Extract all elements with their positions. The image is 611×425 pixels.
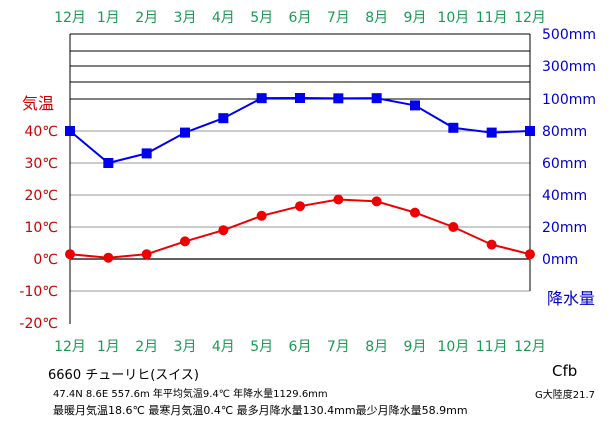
precipitation-point	[256, 93, 267, 104]
temperature-point	[141, 249, 152, 260]
continentality-index: G大陸度21.7	[535, 390, 596, 401]
precipitation-tick-label: 80mm	[542, 124, 587, 140]
temperature-axis-labels: 40℃ 30℃ 20℃ 10℃ 0℃ -10℃ -20℃	[19, 124, 58, 332]
month-label: 1月	[97, 339, 120, 355]
temperature-point	[103, 252, 114, 263]
temperature-tick-label: -20℃	[19, 316, 58, 332]
bottom-month-labels: 12月 1月 2月 3月 4月 5月 6月 7月 8月 9月 10月 11月 12月	[54, 339, 546, 355]
temperature-tick-label: 10℃	[24, 220, 58, 236]
temperature-tick-label: -10℃	[19, 284, 58, 300]
temperature-point	[65, 249, 75, 260]
month-label: 6月	[289, 339, 312, 355]
precipitation-tick-label: 500mm	[542, 27, 596, 43]
month-label: 3月	[174, 339, 197, 355]
month-label: 1月	[97, 10, 120, 26]
precipitation-tick-label: 100mm	[542, 92, 596, 108]
precipitation-point	[103, 158, 114, 168]
station-coordinates: 47.4N 8.6E 557.6m 年平均気温9.4℃ 年降水量1129.6mm	[53, 389, 328, 400]
temperature-point	[410, 207, 420, 218]
month-label: 5月	[250, 10, 273, 26]
data-series	[65, 93, 535, 263]
temperature-point	[486, 239, 497, 250]
precipitation-point	[486, 127, 497, 138]
month-label: 11月	[476, 339, 508, 355]
precipitation-point	[180, 127, 190, 138]
precipitation-point	[410, 100, 420, 111]
precipitation-axis-labels: 500mm 300mm 100mm 80mm 60mm 40mm 20mm 0mm	[542, 27, 596, 268]
temperature-point	[333, 194, 344, 205]
month-label: 12月	[514, 10, 546, 26]
temperature-point	[218, 225, 229, 236]
top-month-labels: 12月 1月 2月 3月 4月 5月 6月 7月 8月 9月 10月 11月 12月	[54, 10, 546, 26]
month-label: 2月	[135, 339, 158, 355]
month-label: 12月	[54, 10, 86, 26]
precipitation-point	[141, 148, 152, 159]
month-label: 8月	[365, 339, 388, 355]
precipitation-tick-label: 0mm	[542, 252, 578, 268]
month-label: 12月	[54, 339, 86, 355]
station-name: 6660 チューリヒ(スイス)	[48, 368, 199, 383]
chart-grid	[69, 33, 531, 324]
temperature-tick-label: 40℃	[24, 124, 58, 140]
month-label: 11月	[476, 10, 508, 26]
precipitation-point	[295, 93, 305, 104]
month-label: 6月	[289, 10, 312, 26]
temperature-point	[371, 196, 382, 207]
month-label: 8月	[365, 10, 388, 26]
temperature-tick-label: 20℃	[24, 188, 58, 204]
precipitation-point	[371, 93, 382, 104]
month-label: 5月	[250, 339, 273, 355]
temperature-point	[525, 249, 535, 260]
precipitation-tick-label: 60mm	[542, 156, 587, 172]
temperature-tick-label: 0℃	[33, 252, 58, 268]
month-label: 10月	[437, 10, 469, 26]
precipitation-point	[448, 122, 459, 133]
temperature-point	[180, 236, 190, 247]
precipitation-tick-label: 300mm	[542, 59, 596, 75]
precipitation-point	[333, 93, 344, 104]
temperature-tick-label: 30℃	[24, 156, 58, 172]
precipitation-point	[525, 126, 535, 136]
koppen-class: Cfb	[552, 362, 578, 380]
precipitation-point	[65, 126, 75, 136]
precipitation-point	[218, 113, 229, 124]
month-label: 4月	[212, 339, 235, 355]
month-label: 7月	[327, 339, 350, 355]
temperature-point	[448, 222, 459, 232]
station-extremes: 最暖月気温18.6℃ 最寒月気温0.4℃ 最多月降水量130.4mm最少月降水量…	[53, 404, 468, 417]
temperature-point	[256, 210, 267, 221]
precipitation-tick-label: 40mm	[542, 188, 587, 204]
month-label: 12月	[514, 339, 546, 355]
month-label: 4月	[212, 10, 235, 26]
month-label: 9月	[404, 10, 427, 26]
temperature-axis-title: 気温	[22, 94, 54, 113]
precipitation-axis-title: 降水量	[547, 289, 595, 308]
month-label: 2月	[135, 10, 158, 26]
month-label: 3月	[174, 10, 197, 26]
month-label: 9月	[404, 339, 427, 355]
precipitation-tick-label: 20mm	[542, 220, 587, 236]
month-label: 10月	[437, 339, 469, 355]
temperature-point	[295, 201, 305, 212]
month-label: 7月	[327, 10, 350, 26]
